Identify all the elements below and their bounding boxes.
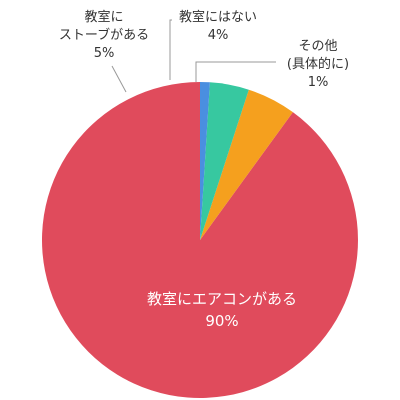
slice-3-percent: 1% bbox=[308, 75, 329, 90]
leader-line-2 bbox=[169, 19, 172, 80]
slice-3-label-1: (具体的に) bbox=[287, 56, 349, 72]
slice-1-label-1: ストーブがある bbox=[59, 27, 149, 43]
pie-slice-2 bbox=[200, 82, 249, 240]
slice-1-label-0: 教室に bbox=[84, 9, 123, 25]
slice-0-percent: 90% bbox=[205, 312, 238, 330]
pie-slice-0 bbox=[41, 82, 358, 398]
leader-lines bbox=[111, 19, 276, 93]
slice-3-label-0: その他 bbox=[298, 39, 337, 54]
leader-line-1 bbox=[111, 65, 127, 93]
pie-slices bbox=[41, 82, 358, 398]
slice-2-label-0: 教室にはない bbox=[179, 9, 257, 25]
leader-line-3 bbox=[195, 61, 276, 82]
slice-0-label-0: 教室にエアコンがある bbox=[147, 290, 297, 308]
slice-2-percent: 4% bbox=[208, 28, 229, 43]
pie-slice-1 bbox=[200, 89, 293, 240]
slice-1-percent: 5% bbox=[94, 46, 115, 61]
pie-slice-3 bbox=[200, 82, 210, 240]
